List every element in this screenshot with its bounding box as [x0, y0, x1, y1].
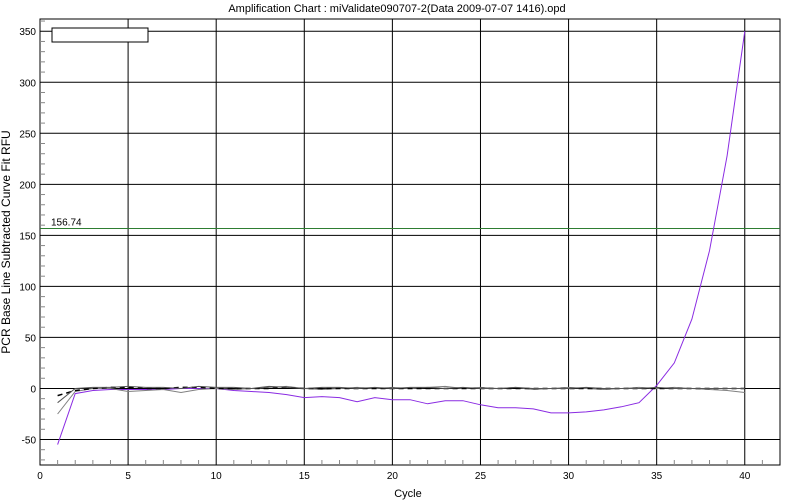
y-axis-label: PCR Base Line Subtracted Curve Fit RFU: [0, 130, 13, 353]
series-line-1: [57, 31, 746, 445]
chart-title: Amplification Chart : miValidate090707-2…: [228, 3, 565, 15]
grid: [40, 19, 780, 465]
x-tick-label: 15: [299, 471, 311, 482]
y-tick-label: 350: [19, 27, 36, 38]
plot-area: [39, 18, 781, 466]
series: [57, 31, 746, 445]
x-axis-label: Cycle: [394, 488, 422, 500]
y-tick-label: -50: [22, 435, 37, 446]
y-tick-label: 300: [19, 78, 36, 89]
x-tick-label: 0: [37, 471, 43, 482]
x-tick-label: 30: [563, 471, 575, 482]
y-tick-label: 150: [19, 231, 36, 242]
y-axis-ticks: -50 0 50 100 150 200 250 300 350: [19, 27, 36, 446]
x-tick-label: 35: [651, 471, 663, 482]
x-tick-label: 10: [211, 471, 223, 482]
x-tick-label: 40: [739, 471, 751, 482]
x-tick-label: 25: [475, 471, 487, 482]
x-tick-label: 5: [125, 471, 131, 482]
y-tick-label: 250: [19, 129, 36, 140]
threshold: 156.74: [40, 217, 780, 229]
x-axis-ticks: 0 5 10 15 20 25 30 35 40: [37, 471, 751, 482]
series-line-3: [57, 386, 745, 397]
threshold-label: 156.74: [51, 217, 82, 228]
y-tick-label: 50: [25, 333, 37, 344]
y-tick-label: 0: [30, 384, 36, 395]
series-line-4: [57, 385, 745, 404]
minor-ticks: [40, 20, 763, 465]
y-tick-label: 200: [19, 180, 36, 191]
legend-box: [51, 27, 149, 43]
y-tick-label: 100: [19, 282, 36, 293]
x-tick-label: 20: [387, 471, 399, 482]
